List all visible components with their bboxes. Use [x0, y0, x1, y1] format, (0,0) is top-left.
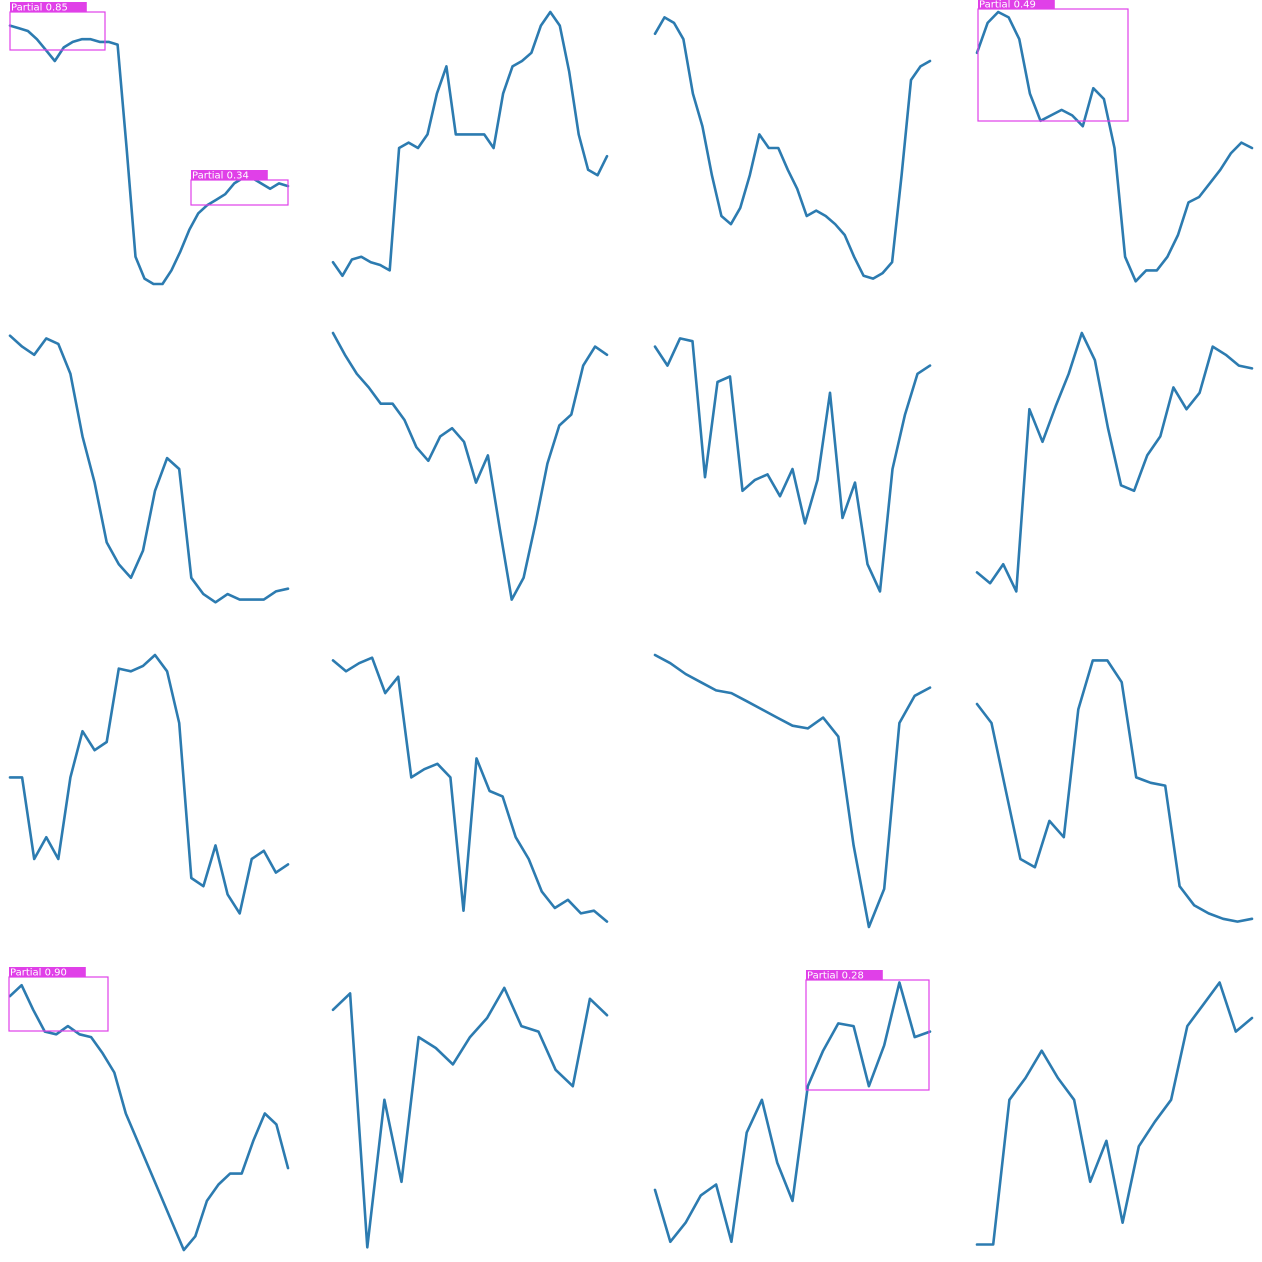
sparkline-panel-3 [653, 16, 932, 280]
series-line [331, 331, 609, 601]
detection-label: Partial 0.49 [979, 0, 1036, 11]
detection-box [8, 976, 109, 1032]
series-line [8, 983, 290, 1252]
sparkline-panel-12 [975, 659, 1254, 923]
series-line [653, 337, 932, 593]
series-line [8, 24, 290, 286]
sparkline-panel-15: Partial 0.28 [653, 970, 932, 1244]
sparkline-panel-5 [8, 334, 290, 604]
series-line [975, 10, 1254, 283]
sparkline-panel-2 [331, 10, 609, 278]
series-line [653, 653, 932, 929]
sparkline-panel-9 [8, 653, 290, 915]
sparkline-panel-4: Partial 0.49 [975, 0, 1254, 283]
detection-label: Partial 0.28 [807, 971, 864, 982]
series-line [975, 981, 1254, 1246]
series-line [975, 331, 1254, 593]
detection-label-bg [191, 170, 268, 180]
detection-label: Partial 0.34 [192, 171, 249, 182]
detection-label: Partial 0.85 [11, 3, 68, 14]
sparkline-panel-10 [331, 656, 609, 923]
sparkline-panel-8 [975, 331, 1254, 593]
series-line [653, 981, 932, 1244]
series-line [331, 10, 609, 278]
sparkline-panel-1: Partial 0.85 Partial 0.34 [8, 2, 290, 286]
sparkline-panel-6 [331, 331, 609, 601]
sparkline-panel-13: Partial 0.90 [8, 967, 290, 1252]
detection-label-bg [806, 970, 883, 980]
series-line [653, 16, 932, 280]
detection-label-bg [10, 2, 87, 12]
detection-label: Partial 0.90 [10, 968, 67, 979]
sparkline-panel-16 [975, 981, 1254, 1246]
sparkline-panel-14 [331, 986, 609, 1249]
sparkline-panel-11 [653, 653, 932, 929]
series-line [8, 334, 290, 604]
detection-box [190, 179, 289, 206]
series-line [331, 986, 609, 1249]
series-line [8, 653, 290, 915]
detection-label-bg [978, 0, 1055, 9]
detection-box [805, 979, 930, 1091]
series-line [331, 656, 609, 923]
series-line [975, 659, 1254, 923]
detection-label-bg [9, 967, 86, 977]
sparkline-panel-7 [653, 337, 932, 593]
